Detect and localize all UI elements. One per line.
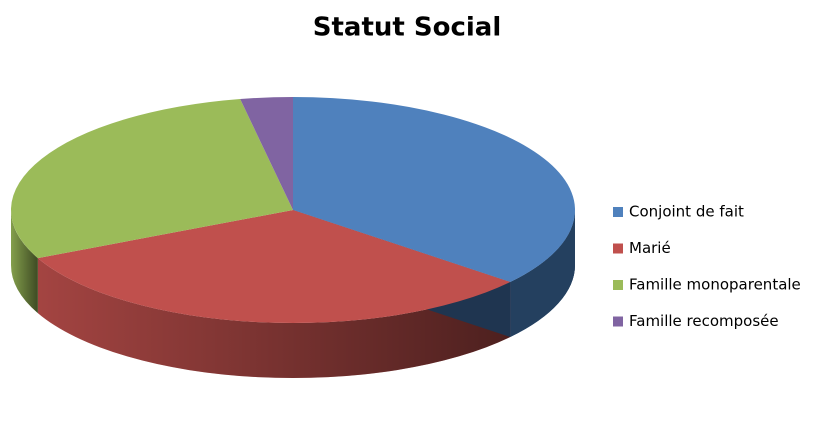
slice bbox=[293, 97, 575, 283]
slice bbox=[37, 210, 511, 323]
slice bbox=[240, 97, 293, 210]
legend-label: Famille monoparentale bbox=[629, 276, 801, 294]
slice-side-shade bbox=[11, 210, 38, 314]
slice-side bbox=[510, 209, 575, 338]
slice-side-shade bbox=[37, 258, 511, 378]
legend-label: Conjoint de fait bbox=[629, 203, 744, 221]
slice bbox=[10, 99, 294, 259]
legend-swatch bbox=[613, 207, 623, 217]
legend-swatch bbox=[613, 280, 623, 290]
chart-title: Statut Social bbox=[313, 13, 502, 43]
legend-swatch bbox=[613, 316, 623, 327]
legend-label: Famille recomposée bbox=[629, 312, 779, 330]
legend-label: Marié bbox=[629, 239, 671, 257]
legend-swatch bbox=[613, 243, 623, 254]
